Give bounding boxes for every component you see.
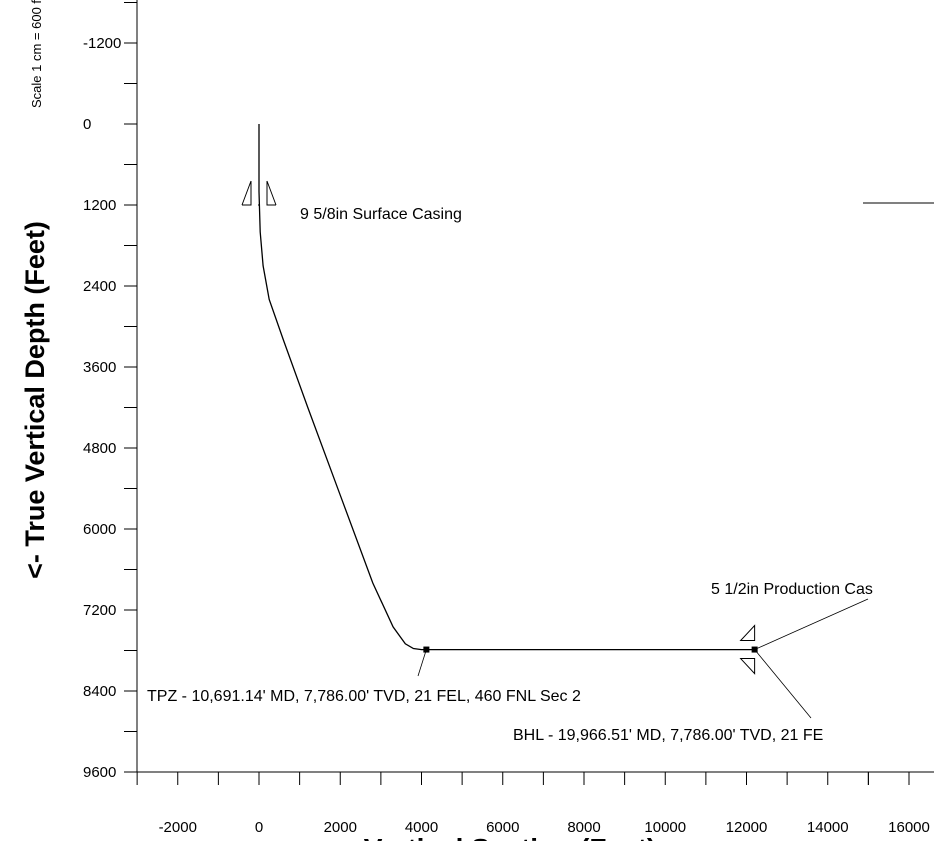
surface-casing-symbol-diag-left [241,180,252,206]
y-tick-label: -1200 [83,35,121,52]
x-tick-label: 2000 [324,819,357,836]
y-tick-label: 6000 [83,521,116,538]
y-tick-label: 9600 [83,764,116,781]
y-tick-label: 3600 [83,359,116,376]
x-tick-label: 0 [255,819,263,836]
x-tick-label: 12000 [726,819,768,836]
annotation-production-casing: 5 1/2in Production Cas [711,581,873,598]
scale-note: Scale 1 cm = 600 ft [29,0,44,108]
well-path-line [258,124,755,651]
leader-tpz [417,649,427,677]
surface-casing-symbol-right [266,181,276,206]
x-tick-label: 8000 [567,819,600,836]
annotations: 9 5/8in Surface Casing 5 1/2in Production… [147,180,934,744]
axes [136,0,934,773]
surface-casing-symbol-left [242,181,252,206]
y-axis-title: <- True Vertical Depth (Feet) [20,221,50,579]
annotation-bhl: BHL - 19,966.51' MD, 7,786.00' TVD, 21 F… [513,727,823,744]
y-tick-label: 0 [83,116,91,133]
annotation-surface-casing: 9 5/8in Surface Casing [300,206,462,223]
x-tick-label: 6000 [486,819,519,836]
x-tick-label: -2000 [159,819,197,836]
tick-labels: -1200 0 1200 2400 3600 4800 6000 7200 8400 9600 -2… [83,35,930,836]
x-tick-label: 16000 [888,819,930,836]
surface-casing-symbol-diag-right [266,180,277,206]
y-tick-label: 8400 [83,683,116,700]
y-tick-label: 7200 [83,602,116,619]
production-casing-symbol-bottom [739,658,756,675]
series [258,124,758,653]
annotation-tpz: TPZ - 10,691.14' MD, 7,786.00' TVD, 21 F… [147,688,581,705]
x-tick-label: 10000 [644,819,686,836]
y-tick-label: 2400 [83,278,116,295]
leader-bhl [754,649,812,719]
x-tick-label: 14000 [807,819,849,836]
x-tick-label: 4000 [405,819,438,836]
ticks [124,2,910,785]
y-tick-label: 1200 [83,197,116,214]
x-axis-title: Vertical Section (Feet) [364,833,657,841]
y-tick-label: 4800 [83,440,116,457]
production-casing-symbol-top [739,624,756,642]
leader-production-casing [754,598,869,650]
